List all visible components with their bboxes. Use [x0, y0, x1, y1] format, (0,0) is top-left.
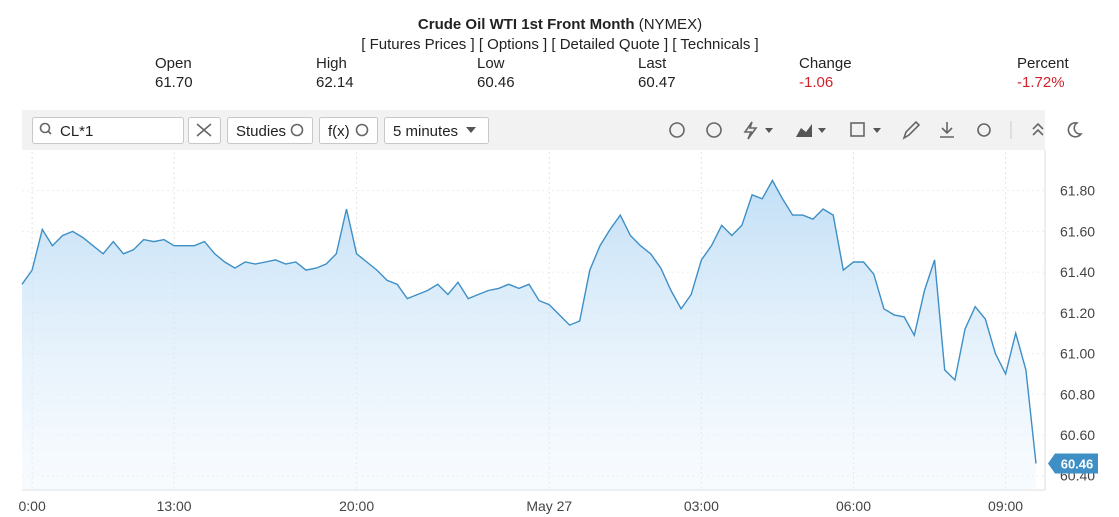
- link[interactable]: [ Detailed Quote ]: [551, 36, 668, 53]
- dropdown-arrow: [818, 128, 826, 133]
- quote-label: Open: [155, 55, 192, 72]
- search-box[interactable]: [32, 117, 184, 144]
- title: Crude Oil WTI 1st Front Month (NYMEX): [418, 16, 702, 33]
- quote-label: Last: [638, 55, 667, 72]
- plus-icon: [290, 123, 304, 137]
- last-price-tag: [1048, 453, 1098, 474]
- quote-value: -1.06: [799, 74, 833, 91]
- y-tick-label: 61.20: [1060, 305, 1095, 321]
- search-icon: [39, 122, 51, 134]
- search-icon: [47, 130, 52, 135]
- symbol[interactable]: CL*1: [60, 123, 93, 140]
- collapse-icon[interactable]: [1032, 122, 1044, 136]
- download-icon[interactable]: [940, 122, 954, 138]
- plus-icon: [355, 123, 369, 137]
- chart-type-icon[interactable]: [796, 124, 812, 137]
- quote-value: 61.70: [155, 74, 193, 91]
- studies-label: Studies: [236, 123, 286, 140]
- y-tick-label: 60.60: [1060, 427, 1095, 443]
- undo-icon[interactable]: [669, 122, 685, 138]
- dropdown-arrow: [466, 127, 476, 133]
- plot: 60.4060.6060.8061.0061.2061.4061.6061.80…: [19, 152, 1098, 514]
- settings-icon[interactable]: [977, 123, 991, 137]
- quote-value: -1.72%: [1017, 74, 1065, 91]
- layout-icon[interactable]: [850, 122, 865, 137]
- quote-row: Open 61.70 High 62.14 Low 60.46 Last 60.47 Chang…: [155, 55, 1070, 91]
- dropdown-arrow: [765, 128, 773, 133]
- link[interactable]: [ Options ]: [479, 36, 547, 53]
- x-tick-label: 20:00: [339, 498, 374, 514]
- x-tick-label: 03:00: [684, 498, 719, 514]
- price-line: [21, 179, 1037, 464]
- quote-label: Change: [799, 55, 852, 72]
- y-tick-label: 61.60: [1060, 223, 1095, 239]
- quote-value: 62.14: [316, 74, 354, 91]
- last-price-label: 60.46: [1061, 457, 1094, 472]
- title-exchange: (NYMEX): [639, 16, 702, 33]
- studies-button[interactable]: [227, 117, 313, 144]
- pen-icon[interactable]: [902, 120, 921, 140]
- quote-label: Percent: [1017, 55, 1070, 72]
- toolbar-icons: [669, 120, 1083, 140]
- x-tick-label: 13:00: [157, 498, 192, 514]
- dropdown-arrow: [873, 128, 881, 133]
- y-tick-label: 61.00: [1060, 346, 1095, 362]
- y-tick-label: 61.80: [1060, 183, 1095, 199]
- x-tick-label: 09:00: [988, 498, 1023, 514]
- x-tick-label: 0:00: [19, 498, 46, 514]
- compare-icon: [196, 123, 212, 137]
- y-tick-label: 61.40: [1060, 264, 1095, 280]
- fx-label: f(x): [328, 123, 350, 140]
- link[interactable]: [ Futures Prices ]: [361, 36, 474, 53]
- x-tick-label: 06:00: [836, 498, 871, 514]
- draw-icon[interactable]: [743, 121, 758, 140]
- quote-label: High: [316, 55, 347, 72]
- x-tick-label: May 27: [526, 498, 572, 514]
- quote-value: 60.47: [638, 74, 676, 91]
- y-tick-label: 60.80: [1060, 386, 1095, 402]
- area: [22, 180, 1036, 490]
- quote-value: 60.46: [477, 74, 515, 91]
- title-name: Crude Oil WTI 1st Front Month: [418, 16, 635, 33]
- interval-label: 5 minutes: [393, 123, 458, 140]
- interval-button[interactable]: [384, 117, 489, 144]
- links: [ Futures Prices ] [ Options ] [ Detaile…: [361, 36, 758, 53]
- quote-label: Low: [477, 55, 505, 72]
- theme-icon[interactable]: [1067, 122, 1083, 138]
- link[interactable]: [ Technicals ]: [672, 36, 758, 53]
- redo-icon[interactable]: [706, 122, 722, 138]
